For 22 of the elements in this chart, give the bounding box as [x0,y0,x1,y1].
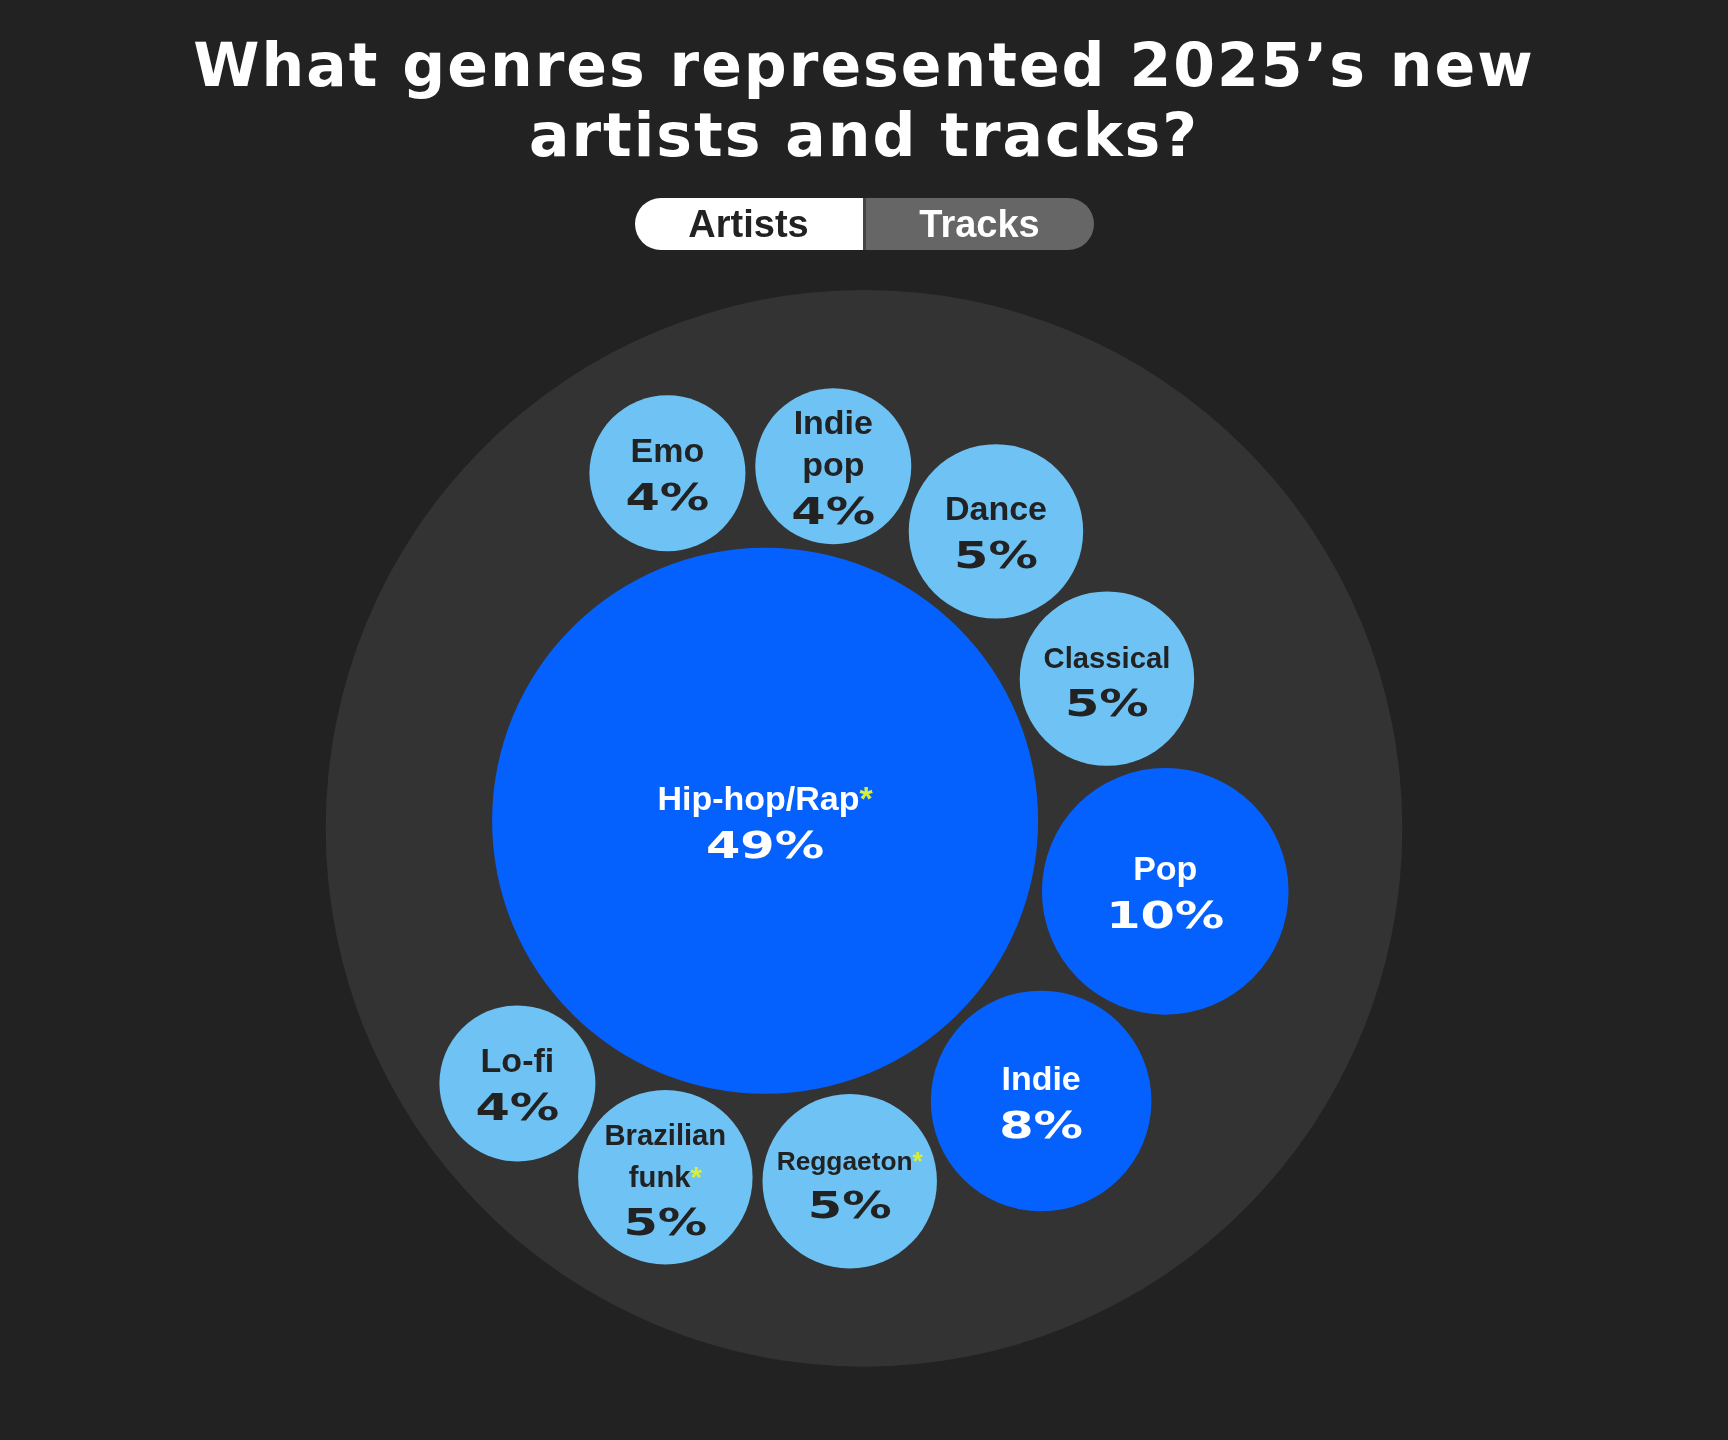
toggle-switch: Artists Tracks [0,198,1728,250]
category-label: Hip-hop/Rap* [657,778,874,817]
data-label: 49% [705,822,825,867]
data-label: 5% [954,533,1038,577]
data-label: 5% [1065,680,1149,725]
data-label: 4% [475,1085,560,1130]
category-label: Emo [630,431,705,470]
category-label: Indie pop [793,403,873,484]
text: What genres represented 2025’s new artists and tracks? [192,29,1536,170]
data-label: 4% [625,474,710,519]
category-label: Dance [944,489,1047,528]
data-label: 4% [791,488,876,533]
data-label: 5% [623,1199,708,1244]
category-label: Pop [1133,849,1198,888]
data-label: 8% [999,1102,1084,1147]
data-label: 5% [807,1182,892,1227]
category-label: Brazilian funk* [604,1119,727,1194]
category-label: Reggaeton* [776,1146,924,1177]
data-label: 10% [1106,892,1225,937]
category-label: Lo-fi [480,1041,555,1080]
category-label: Indie [1001,1058,1081,1097]
category-label: Classical [1043,641,1171,674]
